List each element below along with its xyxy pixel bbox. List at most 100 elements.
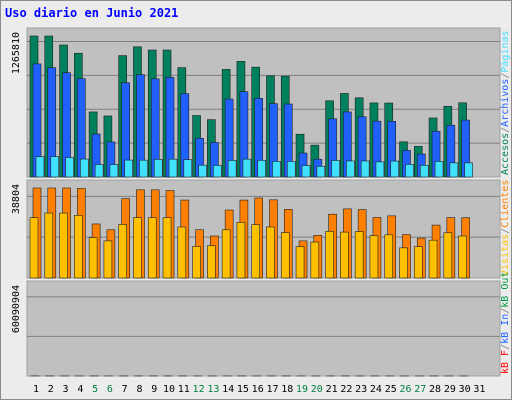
xtick-label-day-7: 7 <box>122 384 128 395</box>
bar-pginas-day-6 <box>109 164 119 178</box>
ytick-label-top: 1265810 <box>11 32 22 74</box>
bar-visitas-day-22 <box>340 231 349 279</box>
xtick-label-day-20: 20 <box>311 384 323 395</box>
bar-pginas-day-30 <box>464 162 473 178</box>
bar-visitas-day-30 <box>458 235 467 279</box>
legend-item: / <box>500 127 511 133</box>
xtick-label-day-9: 9 <box>151 384 157 395</box>
xtick-label-day-21: 21 <box>326 384 338 395</box>
bar-visitas-day-24 <box>369 235 379 279</box>
bar-pginas-day-26 <box>405 164 414 178</box>
bar-pginas-day-1 <box>35 156 45 178</box>
bar-pginas-day-14 <box>227 160 237 178</box>
bar-pginas-day-10 <box>168 158 178 178</box>
bar-pginas-day-24 <box>375 161 385 178</box>
bar-visitas-day-7 <box>118 224 127 279</box>
xtick-label-day-17: 17 <box>266 384 278 395</box>
bar-pginas-day-3 <box>65 157 74 178</box>
bar-pginas-day-11 <box>183 159 193 178</box>
bar-visitas-day-2 <box>44 212 54 279</box>
bar-visitas-day-5 <box>88 237 98 279</box>
xtick-label-day-26: 26 <box>399 384 411 395</box>
bar-pginas-day-29 <box>449 162 459 178</box>
xtick-label-day-25: 25 <box>385 384 397 395</box>
bar-visitas-day-3 <box>59 212 68 279</box>
bar-visitas-day-11 <box>177 226 187 279</box>
legend-item: Visitas <box>500 234 511 276</box>
xtick-label-day-13: 13 <box>207 384 219 395</box>
bar-visitas-day-16 <box>251 224 260 279</box>
bar-pginas-day-4 <box>80 158 89 178</box>
bar-visitas-day-14 <box>221 229 231 279</box>
chart-title: Uso diario en Junio 2021 <box>5 6 179 20</box>
bar-pginas-day-5 <box>94 164 104 178</box>
legend-item: Accesos <box>500 133 511 175</box>
xtick-label-day-6: 6 <box>107 384 113 395</box>
bar-visitas-day-10 <box>162 217 172 279</box>
xtick-label-day-31: 31 <box>473 384 485 395</box>
bar-pginas-day-19 <box>301 165 311 178</box>
legend-item: Clientes <box>500 180 511 228</box>
bar-visitas-day-21 <box>325 231 334 279</box>
legend-bottom: kB F/kB In/kB Out <box>500 272 511 374</box>
panel-bottom <box>26 280 501 377</box>
bar-pginas-day-7 <box>124 159 133 178</box>
bar-visitas-day-27 <box>413 246 423 279</box>
bar-pginas-day-16 <box>257 159 267 178</box>
legend-item: kB F <box>500 350 511 374</box>
xtick-label-day-28: 28 <box>429 384 441 395</box>
bar-visitas-day-4 <box>74 215 83 279</box>
bar-visitas-day-26 <box>399 247 408 279</box>
legend-item: Páginas <box>499 30 511 72</box>
bar-visitas-day-18 <box>280 232 290 279</box>
xtick-label-day-11: 11 <box>178 384 190 395</box>
bar-pginas-day-12 <box>198 164 207 178</box>
bar-pginas-day-28 <box>434 161 444 178</box>
legend-middle: Visitas/Clientes <box>500 180 511 276</box>
legend-item: kB In <box>500 314 511 344</box>
bar-visitas-day-19 <box>295 246 305 279</box>
ytick-label-middle: 38804 <box>11 184 22 214</box>
bar-visitas-day-29 <box>443 232 453 279</box>
bar-pginas-day-13 <box>213 165 222 178</box>
bar-pginas-day-22 <box>346 160 355 178</box>
bar-pginas-day-25 <box>390 160 400 178</box>
legend-item: / <box>500 344 511 350</box>
xtick-label-day-19: 19 <box>296 384 308 395</box>
legend-item: / <box>500 228 511 234</box>
bar-visitas-day-6 <box>103 240 113 279</box>
bar-pginas-day-23 <box>360 160 370 178</box>
legend-item: kB Out <box>500 272 511 308</box>
xtick-label-day-30: 30 <box>459 384 471 395</box>
bar-visitas-day-8 <box>133 217 142 279</box>
legend-item: / <box>500 73 511 79</box>
bar-pginas-day-8 <box>139 159 148 178</box>
bar-visitas-day-20 <box>310 241 320 279</box>
bar-visitas-day-17 <box>266 226 275 279</box>
bar-visitas-day-12 <box>192 246 201 279</box>
xtick-label-day-29: 29 <box>444 384 456 395</box>
xtick-label-day-15: 15 <box>237 384 249 395</box>
bar-visitas-day-23 <box>354 231 364 279</box>
bar-pginas-day-2 <box>50 156 60 178</box>
xtick-label-day-5: 5 <box>92 384 98 395</box>
bar-pginas-day-21 <box>331 160 340 178</box>
xtick-label-day-23: 23 <box>355 384 367 395</box>
bar-pginas-day-17 <box>272 161 281 178</box>
bar-pginas-day-9 <box>153 159 163 178</box>
bar-pginas-day-18 <box>286 161 296 178</box>
xtick-label-day-16: 16 <box>252 384 264 395</box>
xtick-label-day-24: 24 <box>370 384 382 395</box>
xtick-label-day-22: 22 <box>340 384 352 395</box>
bar-visitas-day-13 <box>207 245 216 279</box>
bar-visitas-day-28 <box>428 239 438 279</box>
xtick-label-day-3: 3 <box>63 384 69 395</box>
bar-visitas-day-15 <box>236 222 246 279</box>
legend-top: Accesos/Archivos/Páginas <box>499 30 511 175</box>
xtick-label-day-14: 14 <box>222 384 234 395</box>
bar-pginas-day-15 <box>242 158 252 178</box>
xtick-label-day-8: 8 <box>136 384 142 395</box>
legend-item: Archivos <box>500 79 511 127</box>
bar-visitas-day-9 <box>147 217 157 279</box>
xtick-label-day-27: 27 <box>414 384 426 395</box>
